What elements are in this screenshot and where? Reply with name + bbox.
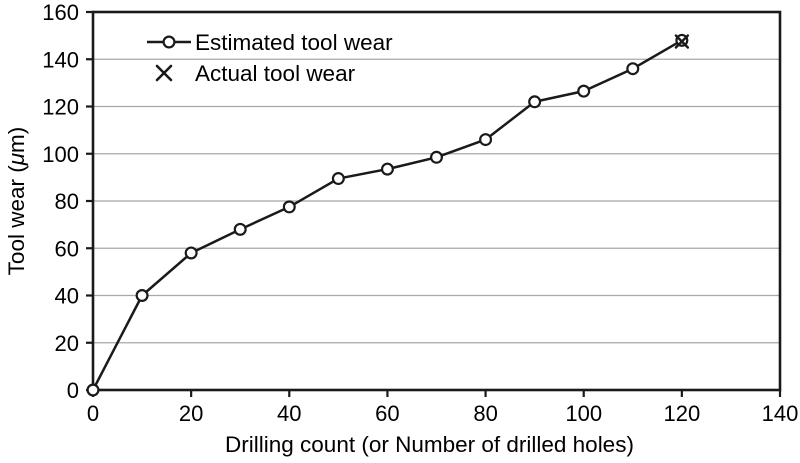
x-tick-label-0: 0 <box>87 401 99 426</box>
x-tick-label-80: 80 <box>473 401 497 426</box>
estimated-point-marker <box>184 246 198 260</box>
estimated-point-marker <box>479 133 493 147</box>
y-tick-label-80: 80 <box>55 189 79 214</box>
estimated-point-marker <box>135 289 149 303</box>
x-tick-label-60: 60 <box>375 401 399 426</box>
legend-label-estimated: Estimated tool wear <box>195 30 393 55</box>
x-tick-label-100: 100 <box>565 401 602 426</box>
x-tick-label-140: 140 <box>762 401 799 426</box>
legend-x-marker <box>155 64 173 82</box>
legend-circle-marker <box>162 35 176 49</box>
x-axis-title: Drilling count (or Number of drilled hol… <box>225 432 634 457</box>
y-tick-label-20: 20 <box>55 331 79 356</box>
x-tick-label-120: 120 <box>663 401 700 426</box>
estimated-point-marker <box>626 62 640 76</box>
estimated-point-marker <box>577 84 591 98</box>
estimated-point-marker <box>528 95 542 109</box>
estimated-point-marker <box>430 150 444 164</box>
x-tick-label-20: 20 <box>179 401 203 426</box>
estimated-point-marker <box>233 222 247 236</box>
x-tick-label-40: 40 <box>277 401 301 426</box>
estimated-point-marker <box>86 383 100 397</box>
legend-label-actual: Actual tool wear <box>195 61 356 86</box>
y-tick-label-100: 100 <box>42 142 79 167</box>
y-tick-label-140: 140 <box>42 47 79 72</box>
y-tick-label-60: 60 <box>55 236 79 261</box>
y-tick-label-0: 0 <box>67 378 79 403</box>
actual-point-marker <box>674 34 690 49</box>
y-tick-label-120: 120 <box>42 95 79 120</box>
estimated-point-marker <box>331 172 345 186</box>
estimated-point-marker <box>380 162 394 176</box>
y-axis-title: Tool wear (μm) <box>4 127 29 276</box>
y-tick-label-160: 160 <box>42 0 79 25</box>
estimated-point-marker <box>282 200 296 214</box>
y-tick-label-40: 40 <box>55 284 79 309</box>
